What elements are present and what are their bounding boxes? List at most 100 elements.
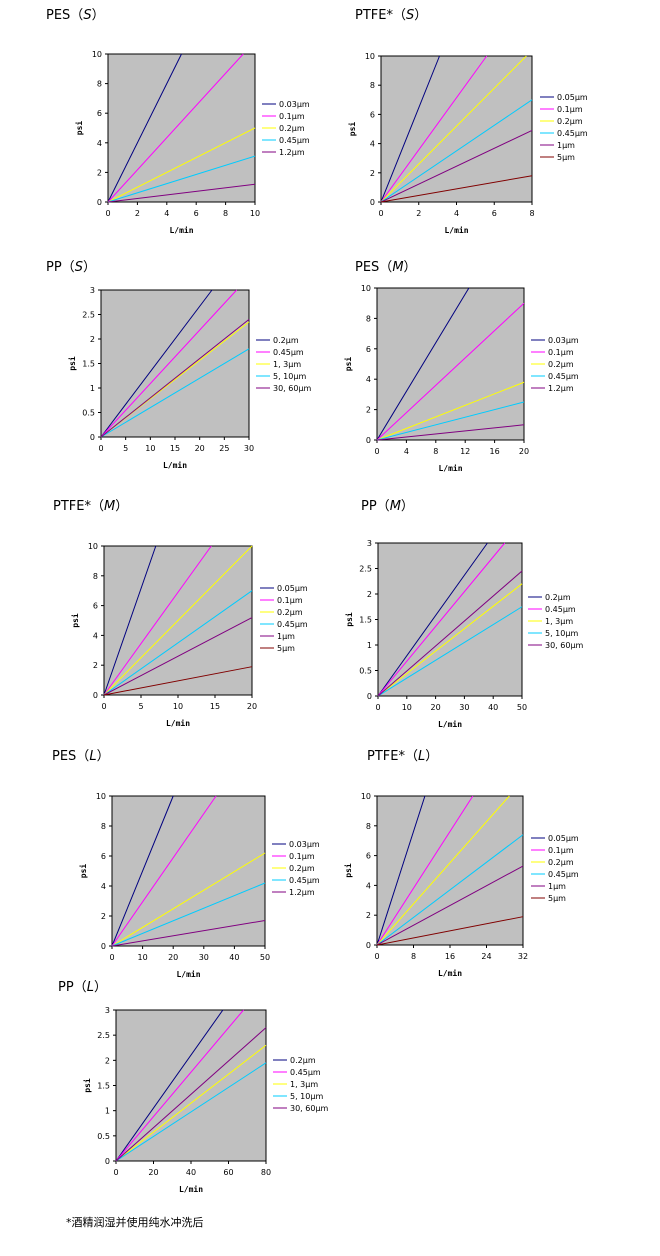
x-tick-label: 24 (481, 952, 491, 961)
y-tick-label: 4 (366, 375, 371, 384)
legend-label: 0.05μm (548, 834, 579, 843)
y-tick-label: 6 (101, 852, 106, 861)
plot-area (376, 795, 524, 946)
x-tick-label: 0 (101, 702, 106, 711)
series-line (103, 545, 212, 696)
series-line (107, 127, 256, 203)
x-tick-label: 50 (517, 703, 527, 712)
legend-label: 1μm (548, 882, 566, 891)
y-axis-label: psi (70, 613, 80, 628)
y-tick-label: 2 (367, 590, 372, 599)
y-tick-label: 0.5 (359, 667, 372, 676)
plot-area (115, 1009, 267, 1162)
series-line (107, 53, 182, 203)
series-line (107, 183, 256, 203)
x-tick-label: 8 (223, 209, 228, 218)
x-tick-label: 0 (113, 1168, 118, 1177)
y-tick-label: 6 (97, 109, 102, 118)
series-line (115, 1062, 267, 1162)
x-tick-label: 2 (135, 209, 140, 218)
y-tick-label: 0 (366, 941, 371, 950)
x-tick-label: 0 (378, 209, 383, 218)
x-tick-label: 10 (145, 444, 155, 453)
series-line (111, 795, 174, 947)
y-tick-label: 2 (97, 168, 102, 177)
x-tick-label: 0 (105, 209, 110, 218)
y-tick-label: 0.5 (97, 1132, 110, 1141)
legend-label: 1.2μm (279, 148, 305, 157)
legend-label: 0.2μm (289, 864, 315, 873)
legend-label: 5μm (548, 894, 566, 903)
x-tick-label: 32 (518, 952, 528, 961)
y-tick-label: 0 (105, 1157, 110, 1166)
plot-area (100, 289, 250, 438)
x-tick-label: 25 (219, 444, 229, 453)
footnote: *酒精润湿并使用纯水冲洗后 (66, 1216, 204, 1229)
x-tick-label: 20 (247, 702, 257, 711)
series-line (100, 319, 250, 438)
legend-label: 5, 10μm (545, 629, 578, 638)
series-line (380, 130, 533, 203)
x-tick-label: 40 (186, 1168, 196, 1177)
x-tick-label: 20 (148, 1168, 158, 1177)
y-tick-label: 6 (366, 345, 371, 354)
legend-label: 0.2μm (273, 336, 299, 345)
x-tick-label: 40 (229, 953, 239, 962)
y-tick-label: 6 (366, 852, 371, 861)
y-tick-label: 10 (361, 284, 371, 293)
chart-title: PTFE*（L） (367, 749, 438, 764)
plot-area (107, 53, 256, 203)
x-tick-label: 50 (260, 953, 270, 962)
y-axis-label: psi (344, 612, 354, 627)
series-line (111, 852, 266, 947)
legend-label: 0.2μm (279, 124, 305, 133)
y-tick-label: 2.5 (359, 565, 372, 574)
x-tick-label: 8 (529, 209, 534, 218)
series-line (100, 289, 213, 438)
series-line (377, 583, 523, 697)
y-tick-label: 1 (105, 1107, 110, 1116)
x-tick-label: 80 (261, 1168, 271, 1177)
x-tick-label: 10 (138, 953, 148, 962)
chart-title: PP（M） (361, 499, 414, 514)
y-tick-label: 8 (366, 314, 371, 323)
series-line (103, 590, 253, 696)
series-line (107, 53, 244, 203)
x-axis-label: L/min (179, 1184, 203, 1194)
y-tick-label: 8 (101, 822, 106, 831)
series-line (376, 795, 510, 946)
series-line (100, 348, 250, 438)
x-tick-label: 4 (164, 209, 169, 218)
series-line (380, 55, 440, 203)
y-tick-label: 0 (101, 942, 106, 951)
legend-label: 0.45μm (548, 372, 579, 381)
legend-label: 0.45μm (290, 1068, 321, 1077)
y-tick-label: 8 (93, 572, 98, 581)
legend-label: 30, 60μm (290, 1104, 329, 1113)
legend-label: 0.2μm (545, 593, 571, 602)
y-tick-label: 10 (365, 52, 375, 61)
x-tick-label: 30 (199, 953, 209, 962)
legend-label: 0.45μm (545, 605, 576, 614)
y-tick-label: 2.5 (82, 311, 95, 320)
x-axis-label: L/min (438, 719, 462, 729)
series-line (376, 424, 525, 441)
y-axis-label: psi (78, 864, 88, 879)
y-tick-label: 2 (105, 1056, 110, 1065)
legend-label: 0.1μm (289, 852, 315, 861)
series-line (380, 175, 533, 203)
legend-label: 0.45μm (273, 348, 304, 357)
legend-label: 0.45μm (557, 129, 588, 138)
plot-area (377, 542, 523, 697)
series-line (376, 795, 426, 946)
y-tick-label: 2 (366, 911, 371, 920)
x-tick-label: 0 (98, 444, 103, 453)
series-line (103, 545, 157, 696)
x-tick-label: 30 (244, 444, 254, 453)
y-tick-label: 3 (105, 1006, 110, 1015)
x-tick-label: 5 (138, 702, 143, 711)
legend-label: 0.2μm (548, 360, 574, 369)
legend-label: 0.2μm (557, 117, 583, 126)
